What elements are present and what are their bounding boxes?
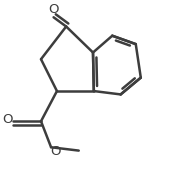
Text: O: O [50,145,61,158]
Text: O: O [48,3,59,16]
Text: O: O [2,113,12,126]
